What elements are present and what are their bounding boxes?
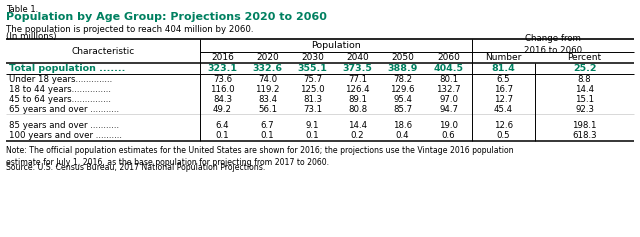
- Text: 0.4: 0.4: [396, 132, 410, 141]
- Text: The population is projected to reach 404 million by 2060.: The population is projected to reach 404…: [6, 25, 253, 34]
- Text: 18.6: 18.6: [393, 122, 412, 131]
- Text: 84.3: 84.3: [213, 95, 232, 104]
- Text: 116.0: 116.0: [210, 85, 235, 94]
- Text: Note: The official population estimates for the United States are shown for 2016: Note: The official population estimates …: [6, 146, 514, 167]
- Text: 2030: 2030: [301, 53, 324, 62]
- Text: 85 years and over ...........: 85 years and over ...........: [9, 122, 119, 131]
- Text: 77.1: 77.1: [348, 74, 367, 83]
- Text: 9.1: 9.1: [306, 122, 319, 131]
- Text: Number: Number: [485, 53, 522, 62]
- Text: Percent: Percent: [568, 53, 602, 62]
- Text: Population by Age Group: Projections 2020 to 2060: Population by Age Group: Projections 202…: [6, 12, 327, 22]
- Text: 8.8: 8.8: [578, 74, 591, 83]
- Text: 198.1: 198.1: [572, 122, 596, 131]
- Text: 2020: 2020: [256, 53, 279, 62]
- Text: Under 18 years..............: Under 18 years..............: [9, 74, 112, 83]
- Text: 25.2: 25.2: [573, 64, 596, 73]
- Text: 12.6: 12.6: [494, 122, 513, 131]
- Text: 45 to 64 years...............: 45 to 64 years...............: [9, 95, 111, 104]
- Text: 0.6: 0.6: [442, 132, 455, 141]
- Text: 16.7: 16.7: [494, 85, 513, 94]
- Text: 80.1: 80.1: [439, 74, 458, 83]
- Text: 83.4: 83.4: [258, 95, 277, 104]
- Text: 80.8: 80.8: [348, 105, 367, 114]
- Text: Table 1.: Table 1.: [6, 5, 38, 14]
- Text: 14.4: 14.4: [575, 85, 594, 94]
- Text: (In millions): (In millions): [6, 32, 56, 41]
- Text: 92.3: 92.3: [575, 105, 594, 114]
- Text: 19.0: 19.0: [439, 122, 458, 131]
- Text: 2050: 2050: [391, 53, 414, 62]
- Text: 100 years and over ..........: 100 years and over ..........: [9, 132, 122, 141]
- Text: 125.0: 125.0: [300, 85, 325, 94]
- Text: 323.1: 323.1: [207, 64, 237, 73]
- Text: 81.4: 81.4: [492, 64, 515, 73]
- Text: 2040: 2040: [346, 53, 369, 62]
- Text: 0.2: 0.2: [351, 132, 364, 141]
- Text: 119.2: 119.2: [255, 85, 280, 94]
- Text: 97.0: 97.0: [439, 95, 458, 104]
- Text: 73.6: 73.6: [213, 74, 232, 83]
- Text: 95.4: 95.4: [393, 95, 412, 104]
- Text: Total population .......: Total population .......: [9, 64, 125, 73]
- Text: 85.7: 85.7: [393, 105, 412, 114]
- Text: 81.3: 81.3: [303, 95, 322, 104]
- Text: 94.7: 94.7: [439, 105, 458, 114]
- Text: 0.1: 0.1: [260, 132, 275, 141]
- Text: Population: Population: [311, 41, 361, 50]
- Text: 2016: 2016: [211, 53, 234, 62]
- Text: 0.1: 0.1: [306, 132, 319, 141]
- Text: 56.1: 56.1: [258, 105, 277, 114]
- Text: 0.5: 0.5: [497, 132, 510, 141]
- Text: 332.6: 332.6: [253, 64, 282, 73]
- Text: 65 years and over ...........: 65 years and over ...........: [9, 105, 119, 114]
- Text: 355.1: 355.1: [298, 64, 328, 73]
- Text: 126.4: 126.4: [345, 85, 370, 94]
- Text: Source: U.S. Census Bureau, 2017 National Population Projections.: Source: U.S. Census Bureau, 2017 Nationa…: [6, 163, 266, 172]
- Text: 129.6: 129.6: [390, 85, 415, 94]
- Text: 6.7: 6.7: [260, 122, 275, 131]
- Text: Characteristic: Characteristic: [72, 46, 134, 55]
- Text: 14.4: 14.4: [348, 122, 367, 131]
- Text: 78.2: 78.2: [393, 74, 412, 83]
- Text: 18 to 44 years...............: 18 to 44 years...............: [9, 85, 111, 94]
- Text: 132.7: 132.7: [436, 85, 461, 94]
- Text: 73.1: 73.1: [303, 105, 322, 114]
- Text: 2060: 2060: [437, 53, 460, 62]
- Text: 89.1: 89.1: [348, 95, 367, 104]
- Text: 12.7: 12.7: [494, 95, 513, 104]
- Text: 0.1: 0.1: [216, 132, 229, 141]
- Text: 388.9: 388.9: [387, 64, 418, 73]
- Text: 75.7: 75.7: [303, 74, 322, 83]
- Text: 45.4: 45.4: [494, 105, 513, 114]
- Text: 6.4: 6.4: [216, 122, 229, 131]
- Text: 15.1: 15.1: [575, 95, 594, 104]
- Text: 74.0: 74.0: [258, 74, 277, 83]
- Text: 373.5: 373.5: [342, 64, 372, 73]
- Text: Change from
2016 to 2060: Change from 2016 to 2060: [524, 34, 582, 55]
- Text: 6.5: 6.5: [497, 74, 510, 83]
- Text: 404.5: 404.5: [433, 64, 463, 73]
- Text: 49.2: 49.2: [213, 105, 232, 114]
- Text: 618.3: 618.3: [572, 132, 597, 141]
